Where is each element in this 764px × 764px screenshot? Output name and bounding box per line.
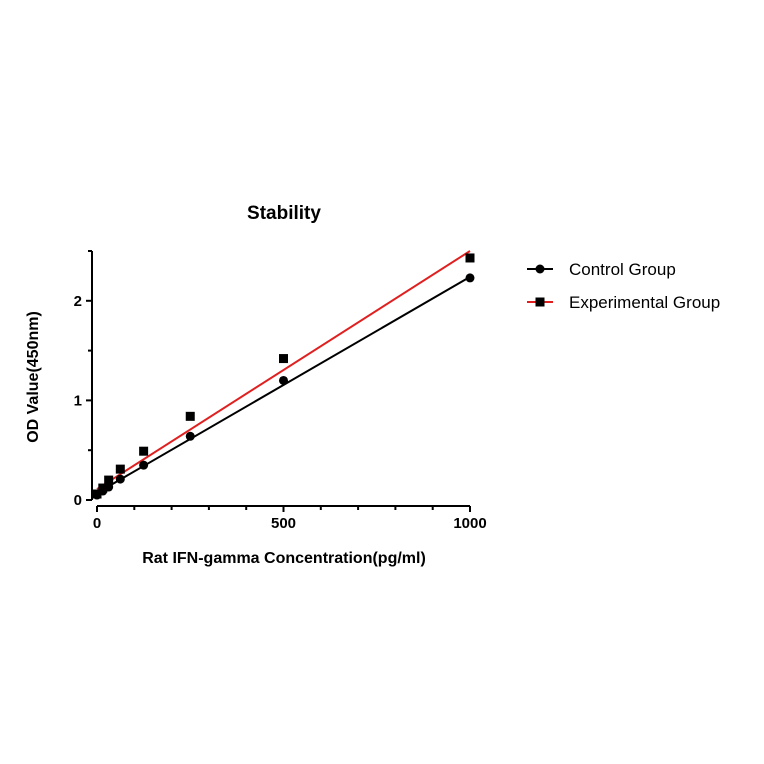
data-point-control — [139, 460, 149, 470]
x-tick-label: 500 — [271, 515, 296, 532]
chart-title: Stability — [247, 203, 321, 224]
fit-line-experimental — [96, 250, 471, 490]
legend-marker-control — [535, 264, 545, 274]
data-point-control — [279, 375, 288, 385]
y-tick-label: 2 — [74, 293, 82, 310]
data-point-experimental — [92, 489, 102, 499]
legend-marker-experimental — [535, 297, 545, 307]
data-point-control — [185, 431, 195, 441]
data-point-experimental — [465, 253, 475, 263]
data-point-control — [115, 474, 125, 484]
data-point-experimental — [98, 483, 108, 493]
legend-label-experimental: Experimental Group — [569, 293, 720, 312]
data-point-experimental — [104, 475, 114, 485]
data-point-control — [465, 273, 475, 283]
y-tick-label: 1 — [74, 392, 82, 409]
legend-label-control: Control Group — [569, 260, 676, 279]
y-axis-label: OD Value(450nm) — [25, 311, 42, 443]
y-tick-label: 0 — [74, 492, 82, 509]
plot-area: 0 1 2 0 500 1000 — [74, 250, 487, 532]
data-point-experimental — [279, 354, 288, 364]
data-point-experimental — [139, 446, 149, 456]
data-point-experimental — [115, 464, 125, 474]
x-axis-label: Rat IFN-gamma Concentration(pg/ml) — [142, 550, 426, 567]
x-tick-label: 1000 — [453, 515, 486, 532]
legend: Control Group Experimental Group — [527, 260, 720, 312]
data-point-experimental — [185, 411, 195, 421]
x-tick-label: 0 — [93, 515, 101, 532]
